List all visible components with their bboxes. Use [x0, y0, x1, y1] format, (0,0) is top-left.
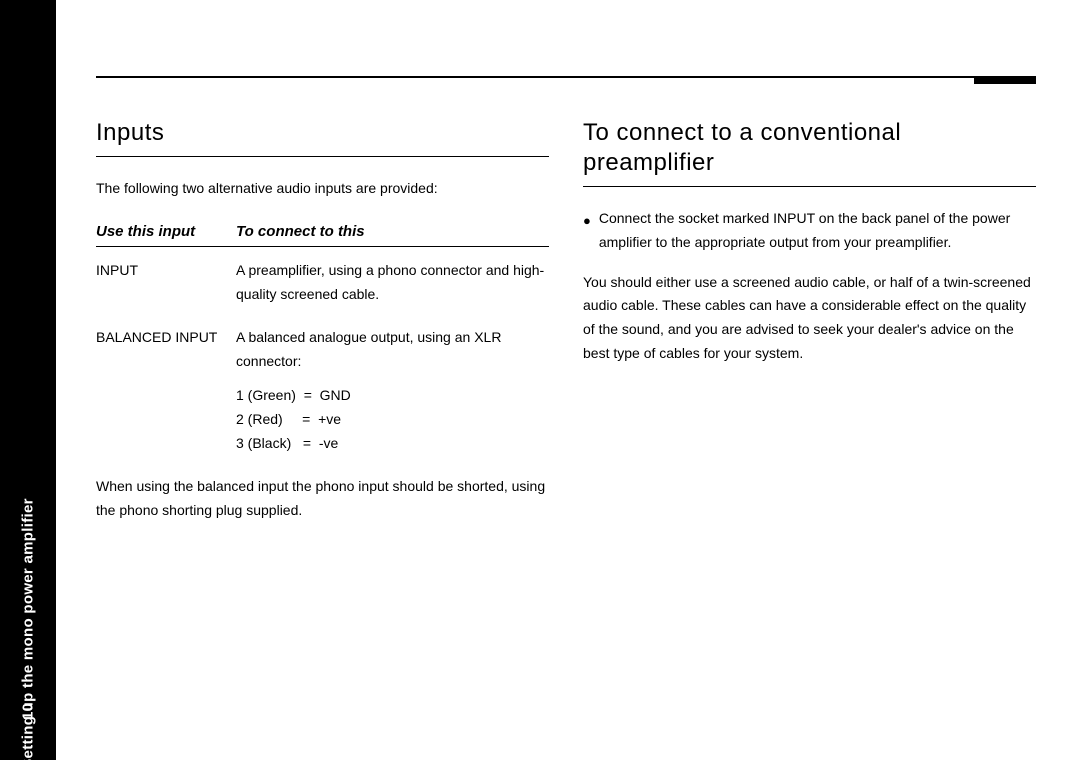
- top-rule-notch: [974, 76, 1036, 84]
- page-number: 10: [20, 703, 37, 720]
- right-para: You should either use a screened audio c…: [583, 271, 1036, 366]
- cell-input-name: BALANCED INPUT: [96, 326, 236, 455]
- left-heading: Inputs: [96, 118, 549, 157]
- table-header: Use this input To connect to this: [96, 223, 549, 247]
- top-rule: [96, 76, 1036, 78]
- left-footnote: When using the balanced input the phono …: [96, 475, 549, 523]
- cell-input-desc: A balanced analogue output, using an XLR…: [236, 326, 549, 455]
- bullet-item: ● Connect the socket marked INPUT on the…: [583, 207, 1036, 255]
- cell-input-name: INPUT: [96, 259, 236, 307]
- right-heading: To connect to a conventional preamplifie…: [583, 118, 1036, 187]
- table-row: INPUT A preamplifier, using a phono conn…: [96, 259, 549, 307]
- left-column: Inputs The following two alternative aud…: [96, 118, 549, 730]
- th-connect: To connect to this: [236, 223, 549, 240]
- table-row: BALANCED INPUT A balanced analogue outpu…: [96, 326, 549, 455]
- right-column: To connect to a conventional preamplifie…: [583, 118, 1036, 730]
- columns: Inputs The following two alternative aud…: [96, 118, 1036, 730]
- inputs-table: Use this input To connect to this INPUT …: [96, 223, 549, 456]
- bullet-icon: ●: [583, 207, 591, 232]
- cell-input-desc: A preamplifier, using a phono connector …: [236, 259, 549, 307]
- balanced-desc: A balanced analogue output, using an XLR…: [236, 326, 549, 374]
- bullet-text: Connect the socket marked INPUT on the b…: [599, 207, 1036, 255]
- side-tab-label: Setting up the mono power amplifier: [20, 498, 37, 760]
- th-input: Use this input: [96, 223, 236, 240]
- document-page: Setting up the mono power amplifier 10 I…: [0, 0, 1080, 760]
- pin-assignments: 1 (Green) = GND 2 (Red) = +ve 3 (Black) …: [236, 384, 549, 455]
- side-tab: Setting up the mono power amplifier 10: [0, 0, 56, 760]
- left-intro: The following two alternative audio inpu…: [96, 177, 549, 201]
- content-area: Inputs The following two alternative aud…: [96, 76, 1036, 730]
